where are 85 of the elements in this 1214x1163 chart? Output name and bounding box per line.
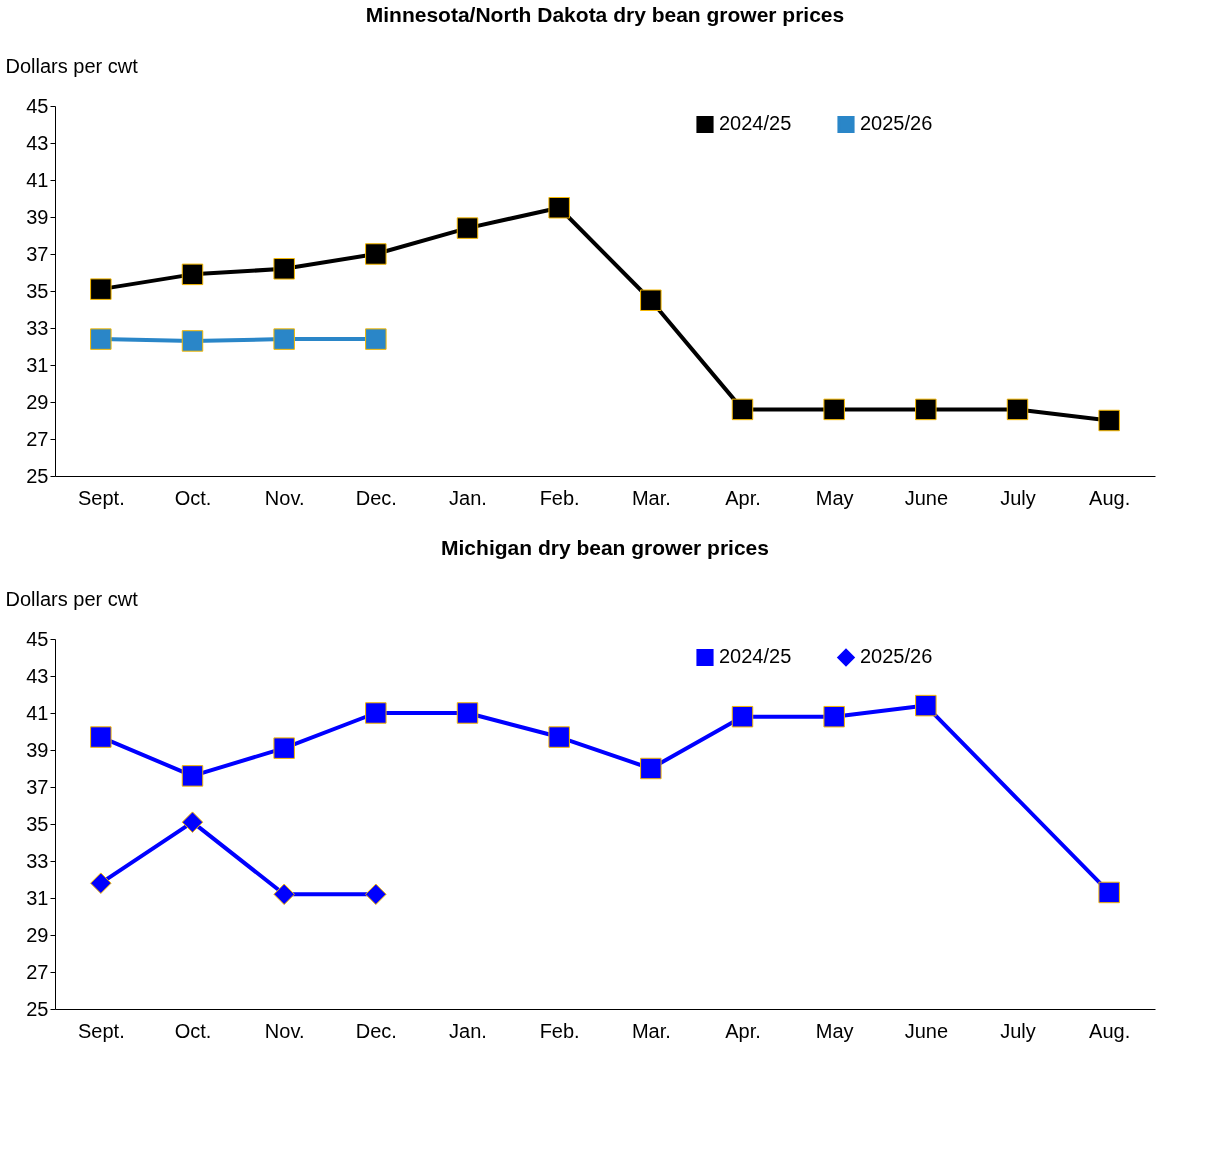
y-tick-label: 31 <box>26 353 49 376</box>
x-tick-label: Oct. <box>174 486 212 509</box>
y-tick-label: 45 <box>26 94 49 117</box>
point <box>548 726 570 748</box>
y-tick-label: 33 <box>26 316 49 339</box>
x-tick-label: Nov. <box>264 486 305 509</box>
point <box>273 883 295 906</box>
point <box>823 705 845 728</box>
point <box>90 872 112 894</box>
x-tick-label: Feb. <box>539 486 580 509</box>
x-tick-label: Feb. <box>539 1019 580 1042</box>
y-tick-label: 45 <box>26 627 49 650</box>
y-tick-label: 33 <box>26 849 49 872</box>
point <box>823 398 845 421</box>
y-axis-title: Dollars per cwt <box>5 587 139 610</box>
y-tick-label: 37 <box>26 775 49 798</box>
y-tick-label: 25 <box>26 464 49 487</box>
y-tick-label: 31 <box>26 886 49 909</box>
y-tick-label: 41 <box>26 701 49 724</box>
y-tick-label: 43 <box>26 664 49 687</box>
x-tick-label: June <box>904 486 949 509</box>
x-tick-label: Aug. <box>1089 1019 1131 1042</box>
point <box>1006 398 1029 421</box>
chart-title: Minnesota/North Dakota dry bean grower prices <box>365 3 845 26</box>
y-axis-title: Dollars per cwt <box>5 54 139 77</box>
legend-label: 2024/25 <box>719 112 792 135</box>
x-tick-label: Mar. <box>631 486 671 509</box>
point <box>640 289 662 311</box>
x-tick-label: Apr. <box>725 1019 761 1042</box>
y-tick-label: 39 <box>26 205 49 228</box>
x-tick-label: July <box>1000 486 1036 509</box>
point <box>915 694 937 717</box>
point <box>1098 881 1120 904</box>
y-tick-label: 37 <box>26 242 49 265</box>
point <box>365 702 387 724</box>
y-tick-label: 35 <box>26 812 49 835</box>
y-tick-label: 25 <box>26 997 49 1020</box>
x-tick-label: Oct. <box>174 1019 212 1042</box>
point <box>731 705 754 728</box>
point <box>273 737 295 759</box>
chart-title: Michigan dry bean grower prices <box>441 536 769 559</box>
x-tick-label: May <box>815 486 854 509</box>
x-tick-label: Dec. <box>355 1019 397 1042</box>
point <box>365 328 387 350</box>
y-tick-label: 43 <box>26 131 49 154</box>
x-tick-label: Sept. <box>77 1019 125 1042</box>
point <box>365 883 387 906</box>
point <box>456 702 479 724</box>
point <box>915 398 937 421</box>
point <box>1098 409 1120 432</box>
point <box>731 398 754 421</box>
x-tick-label: Jan. <box>449 486 487 509</box>
point <box>90 328 112 350</box>
point <box>640 757 662 780</box>
point <box>365 243 387 265</box>
point <box>273 258 295 280</box>
x-tick-label: May <box>815 1019 854 1042</box>
x-tick-label: June <box>904 1019 949 1042</box>
legend-label: 2025/26 <box>860 112 933 135</box>
x-tick-label: Aug. <box>1089 486 1131 509</box>
x-tick-label: Sept. <box>77 486 125 509</box>
y-tick-label: 41 <box>26 168 49 191</box>
point <box>548 197 570 219</box>
point <box>181 765 204 787</box>
y-tick-label: 29 <box>26 923 49 946</box>
legend-label: 2024/25 <box>719 645 792 668</box>
y-tick-label: 35 <box>26 279 49 302</box>
x-tick-label: Jan. <box>449 1019 487 1042</box>
legend-label: 2025/26 <box>860 645 933 668</box>
point <box>90 726 112 748</box>
point <box>181 330 204 352</box>
x-tick-label: Mar. <box>631 1019 671 1042</box>
y-tick-label: 27 <box>26 960 49 983</box>
x-tick-label: Dec. <box>355 486 397 509</box>
y-tick-label: 39 <box>26 738 49 761</box>
x-tick-label: Apr. <box>725 486 761 509</box>
x-tick-label: July <box>1000 1019 1036 1042</box>
point <box>90 278 112 300</box>
point <box>181 263 204 286</box>
point <box>456 217 479 239</box>
point <box>273 328 295 350</box>
point <box>181 811 204 833</box>
y-tick-label: 29 <box>26 390 49 413</box>
y-tick-label: 27 <box>26 427 49 450</box>
x-tick-label: Nov. <box>264 1019 305 1042</box>
